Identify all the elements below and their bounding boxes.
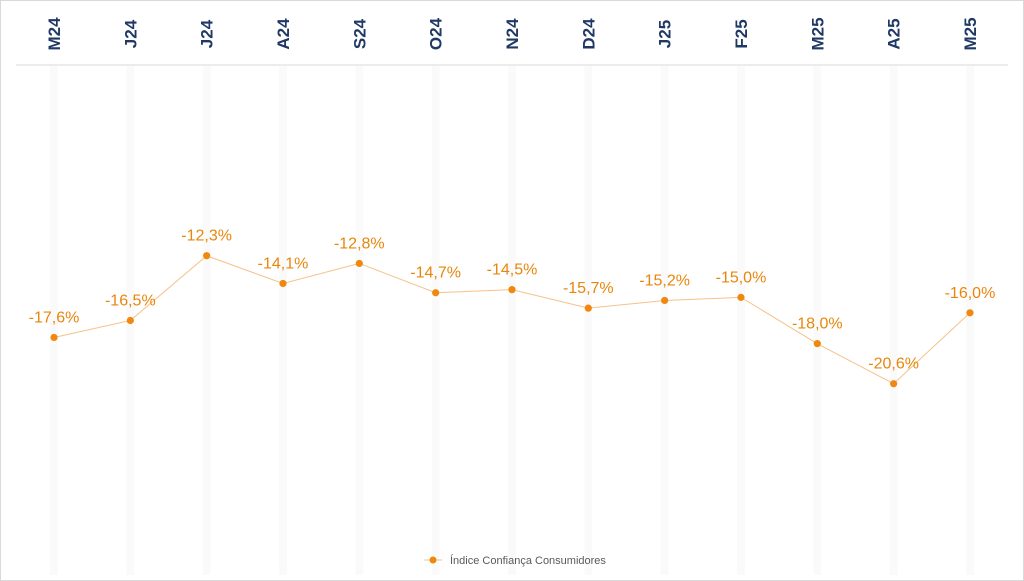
x-tick-label: M24 — [45, 17, 64, 51]
data-label: -12,3% — [181, 228, 232, 245]
column-band — [431, 66, 440, 575]
data-label: -18,0% — [792, 316, 843, 333]
data-point — [203, 252, 211, 260]
data-label: -15,2% — [639, 272, 690, 289]
data-point — [126, 316, 134, 325]
legend-label: Índice Confiança Consumidores — [450, 554, 606, 567]
column-band — [736, 66, 745, 575]
data-point — [279, 279, 287, 288]
data-point — [890, 380, 898, 388]
data-label: -15,7% — [563, 280, 614, 297]
x-tick-label: J24 — [198, 19, 217, 48]
data-point — [50, 333, 58, 342]
column-band — [507, 66, 516, 575]
data-label: -14,5% — [487, 262, 538, 279]
x-tick-label: A25 — [885, 18, 904, 49]
data-point — [813, 340, 821, 348]
column-band — [202, 66, 211, 575]
x-tick-label: O24 — [427, 17, 446, 50]
data-point — [355, 259, 363, 268]
series-markers — [50, 252, 974, 388]
data-label: -15,0% — [716, 269, 767, 286]
data-label: -14,1% — [258, 255, 309, 272]
column-band — [813, 66, 822, 575]
column-band — [584, 66, 593, 575]
column-band — [278, 66, 287, 575]
x-tick-label: J25 — [656, 20, 675, 48]
x-tick-label: A24 — [274, 18, 293, 50]
data-labels: -17,6% -16,5% -12,3% -14,1% -12,8% -14,7% -14,… — [29, 228, 996, 373]
legend-marker — [429, 556, 437, 564]
column-band — [660, 66, 669, 575]
x-tick-label: J24 — [121, 19, 140, 48]
data-point — [661, 296, 669, 305]
data-point — [966, 309, 974, 317]
column-band — [889, 66, 898, 575]
data-label: -16,5% — [105, 293, 156, 310]
category-axis-labels: M24 J24 J24 A24 S24 O24 N24 D24 J25 F25 M25 A25 M25 — [45, 17, 980, 51]
data-point — [432, 289, 440, 297]
x-tick-label: M25 — [961, 17, 980, 50]
x-tick-label: D24 — [579, 18, 598, 50]
column-band — [355, 66, 364, 575]
data-label: -16,0% — [945, 285, 996, 302]
data-label: -12,8% — [334, 235, 385, 252]
x-tick-label: N24 — [503, 18, 522, 50]
x-tick-label: F25 — [732, 19, 751, 48]
data-label: -14,7% — [410, 265, 461, 282]
data-label: -17,6% — [29, 309, 80, 326]
data-label: -20,6% — [868, 356, 919, 373]
column-band — [965, 66, 974, 575]
data-point — [584, 304, 592, 312]
data-point — [737, 293, 745, 301]
column-band — [50, 66, 58, 575]
x-tick-label: S24 — [350, 18, 369, 49]
data-point — [508, 286, 516, 294]
x-tick-label: M25 — [808, 17, 827, 50]
legend: Índice Confiança Consumidores — [424, 554, 606, 567]
